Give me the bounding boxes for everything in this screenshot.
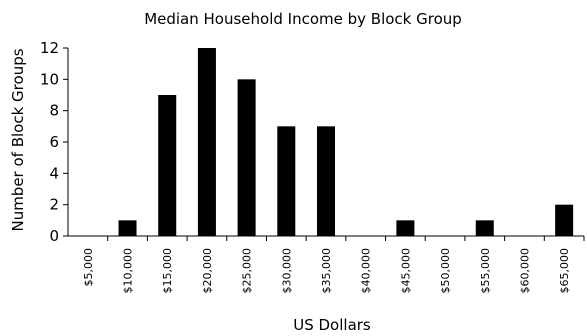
x-tick-label: $10,000: [122, 248, 135, 294]
bar-10000: [118, 220, 137, 236]
x-tick-label: $5,000: [82, 248, 95, 287]
x-tick-label: $20,000: [201, 248, 214, 294]
y-tick-label: 8: [49, 102, 59, 120]
x-tick-label: $25,000: [241, 248, 254, 294]
y-tick-label: 12: [40, 39, 59, 57]
bar-35000: [317, 126, 335, 236]
bar-20000: [197, 48, 216, 236]
bar-45000: [396, 220, 415, 236]
y-tick-label: 10: [40, 70, 59, 88]
x-tick-label: $45,000: [399, 248, 412, 294]
bar-30000: [277, 126, 296, 236]
bar-25000: [237, 79, 256, 236]
y-tick-label: 4: [49, 164, 59, 182]
bars: [118, 48, 574, 236]
x-axis-label: US Dollars: [293, 316, 371, 334]
y-tick-label: 2: [49, 196, 59, 214]
x-tick-label: $50,000: [439, 248, 452, 294]
y-tick-label: 6: [49, 133, 59, 151]
x-tick-label: $55,000: [479, 248, 492, 294]
x-tick-label: $15,000: [161, 248, 174, 294]
bar-15000: [158, 95, 177, 236]
y-ticks: 0 2 4 6 8 10 12: [40, 39, 68, 245]
bar-55000: [475, 220, 494, 236]
y-tick-label: 0: [49, 227, 59, 245]
x-ticks: $5,000 $10,000 $15,000 $20,000 $25,000 $30,00…: [82, 236, 585, 294]
x-tick-label: $35,000: [320, 248, 333, 294]
x-tick-label: $40,000: [360, 248, 373, 294]
x-tick-label: $65,000: [558, 248, 571, 294]
bar-65000: [555, 204, 574, 236]
y-axis-label: Number of Block Groups: [9, 48, 27, 231]
chart-title: Median Household Income by Block Group: [144, 10, 462, 28]
x-tick-label: $60,000: [518, 248, 531, 294]
x-tick-label: $30,000: [280, 248, 293, 294]
